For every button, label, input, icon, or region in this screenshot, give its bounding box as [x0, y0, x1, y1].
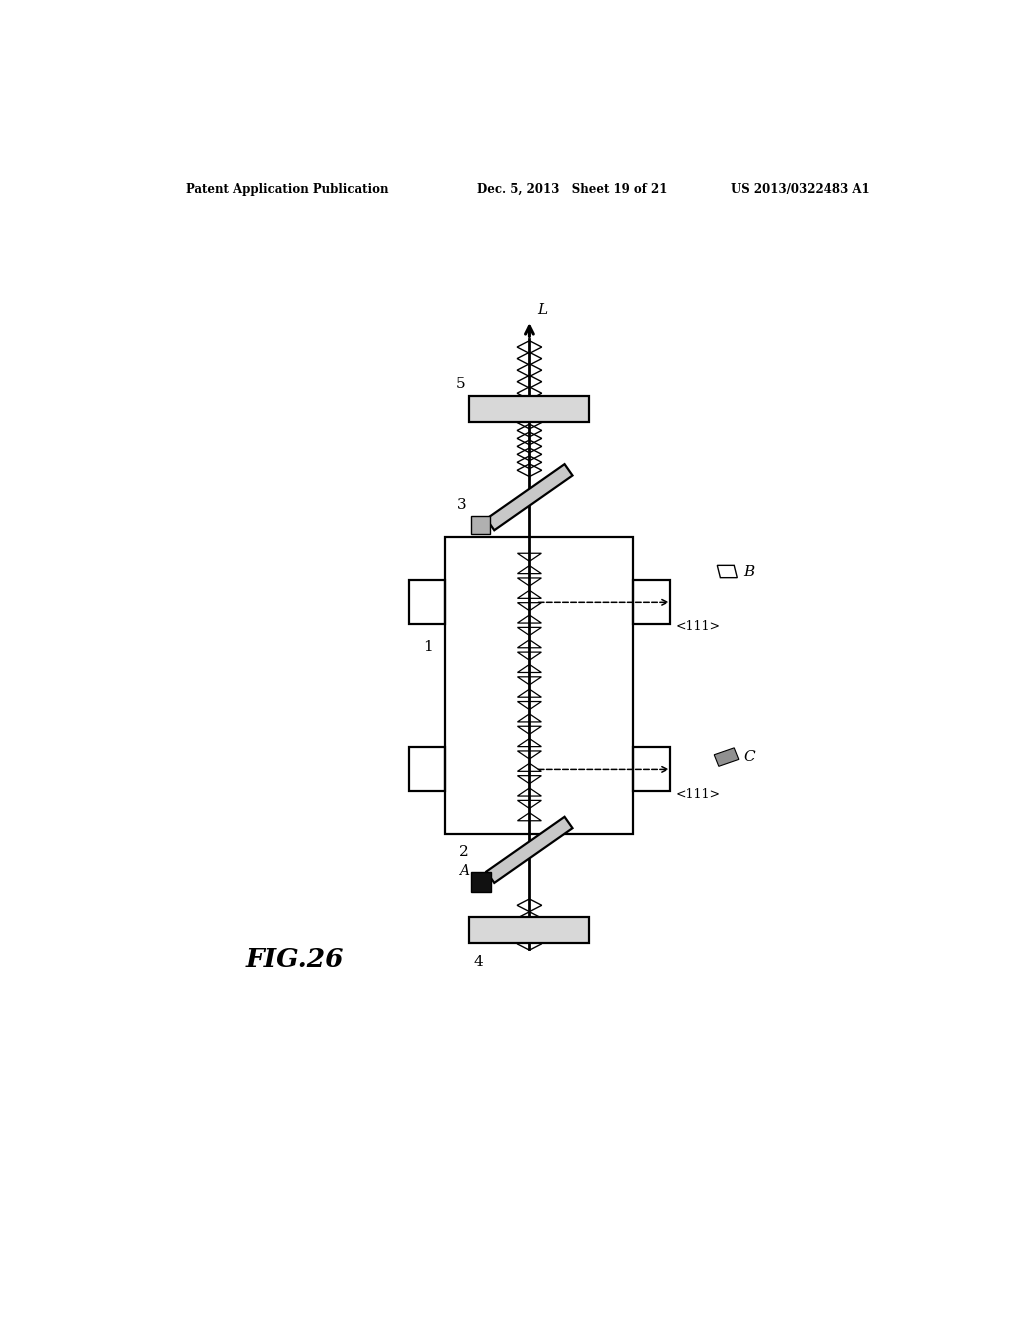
- Text: US 2013/0322483 A1: US 2013/0322483 A1: [731, 183, 869, 197]
- Bar: [410, 581, 444, 624]
- Text: 5: 5: [456, 378, 466, 391]
- Polygon shape: [486, 465, 572, 531]
- Text: Patent Application Publication: Patent Application Publication: [186, 183, 388, 197]
- Text: 1: 1: [423, 640, 433, 655]
- Text: L: L: [538, 304, 547, 317]
- Text: 3: 3: [458, 499, 467, 512]
- Bar: [444, 537, 633, 834]
- Text: B: B: [743, 565, 755, 578]
- Text: FIG.26: FIG.26: [246, 946, 344, 972]
- Bar: [410, 747, 444, 792]
- Polygon shape: [714, 748, 739, 767]
- Bar: [469, 396, 590, 422]
- Text: <111>: <111>: [676, 788, 721, 800]
- Bar: [633, 581, 670, 624]
- Polygon shape: [486, 817, 572, 883]
- Text: 2: 2: [459, 845, 469, 859]
- Bar: [469, 917, 590, 942]
- Text: A: A: [459, 865, 469, 878]
- Bar: [471, 871, 492, 892]
- Text: 4: 4: [473, 956, 483, 969]
- Text: Dec. 5, 2013   Sheet 19 of 21: Dec. 5, 2013 Sheet 19 of 21: [477, 183, 668, 197]
- Bar: [633, 747, 670, 792]
- Bar: [471, 516, 489, 535]
- Text: <111>: <111>: [676, 620, 721, 634]
- Text: C: C: [743, 750, 755, 764]
